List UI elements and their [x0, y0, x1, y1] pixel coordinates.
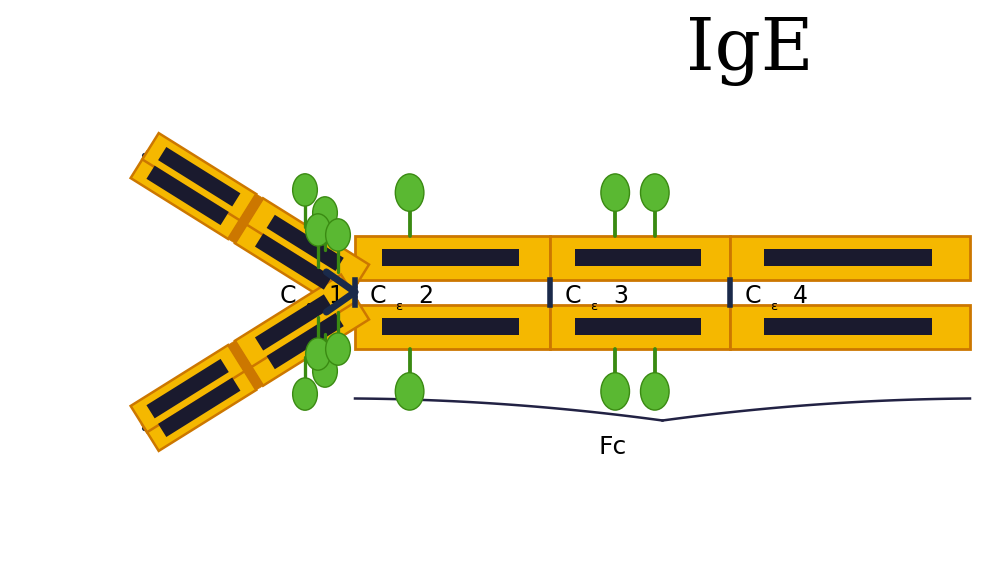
Text: 1: 1	[328, 284, 343, 308]
Ellipse shape	[395, 373, 424, 410]
Text: C: C	[280, 284, 296, 308]
Bar	[764, 249, 932, 266]
Polygon shape	[235, 274, 357, 367]
Polygon shape	[142, 364, 256, 451]
Ellipse shape	[641, 174, 669, 211]
Polygon shape	[247, 198, 369, 291]
Ellipse shape	[601, 373, 630, 410]
Text: 4: 4	[793, 284, 808, 308]
Ellipse shape	[306, 338, 330, 370]
Bar	[382, 249, 519, 266]
Ellipse shape	[306, 214, 330, 246]
Text: 3: 3	[613, 284, 628, 308]
Polygon shape	[131, 345, 245, 432]
Polygon shape	[240, 194, 263, 225]
Polygon shape	[228, 213, 251, 243]
Text: IgE: IgE	[686, 15, 814, 85]
Polygon shape	[158, 377, 240, 437]
Polygon shape	[255, 294, 332, 350]
Bar	[550, 305, 730, 349]
Polygon shape	[235, 217, 357, 309]
Polygon shape	[267, 313, 344, 369]
Ellipse shape	[293, 174, 317, 206]
Bar	[730, 236, 970, 280]
Text: ε: ε	[305, 300, 312, 312]
Ellipse shape	[313, 197, 337, 229]
Ellipse shape	[326, 219, 350, 251]
Polygon shape	[247, 293, 369, 386]
Polygon shape	[228, 341, 251, 371]
Bar	[730, 305, 970, 349]
Text: Fc: Fc	[598, 435, 627, 459]
Polygon shape	[267, 215, 344, 271]
Bar	[355, 236, 550, 280]
Bar	[355, 305, 550, 349]
Bar	[575, 318, 701, 335]
Text: C: C	[370, 284, 386, 308]
Ellipse shape	[601, 174, 630, 211]
Polygon shape	[158, 147, 240, 207]
Ellipse shape	[641, 373, 669, 410]
Polygon shape	[142, 133, 256, 221]
Text: ε: ε	[770, 300, 777, 312]
Text: C: C	[565, 284, 582, 308]
Polygon shape	[146, 359, 229, 418]
Ellipse shape	[293, 378, 317, 410]
Polygon shape	[146, 166, 229, 225]
Text: 2: 2	[418, 284, 433, 308]
Text: C: C	[745, 284, 762, 308]
Bar	[550, 236, 730, 280]
Bar	[575, 249, 701, 266]
Ellipse shape	[395, 174, 424, 211]
Polygon shape	[255, 233, 332, 290]
Ellipse shape	[326, 333, 350, 365]
Bar	[764, 318, 932, 335]
Ellipse shape	[313, 355, 337, 387]
Polygon shape	[240, 359, 263, 390]
Polygon shape	[131, 152, 245, 239]
Text: ε: ε	[395, 300, 402, 312]
Text: ε: ε	[590, 300, 597, 312]
Bar	[382, 318, 519, 335]
